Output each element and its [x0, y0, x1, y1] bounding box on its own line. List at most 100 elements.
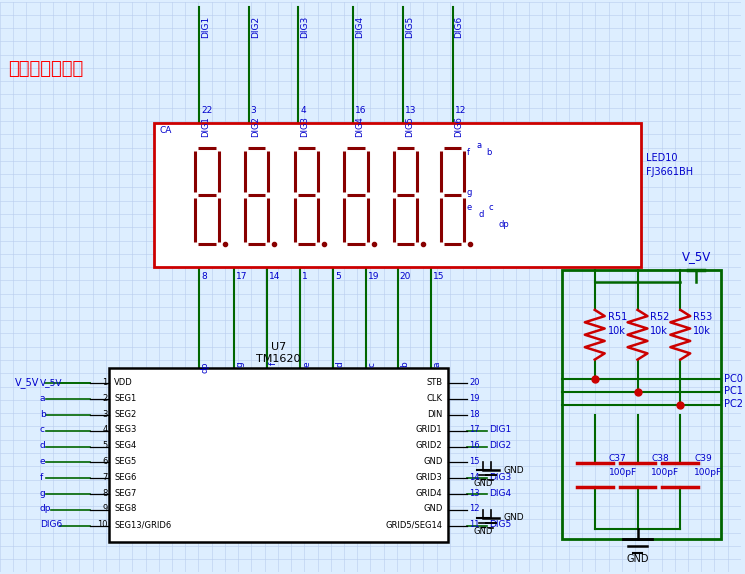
Text: SEG8: SEG8	[115, 505, 137, 514]
Text: GND: GND	[423, 457, 443, 466]
Text: dp: dp	[39, 505, 51, 514]
Text: DIG6: DIG6	[454, 116, 463, 137]
Text: 19: 19	[368, 272, 379, 281]
Text: U7: U7	[271, 342, 286, 352]
Text: DIG3: DIG3	[300, 116, 309, 137]
Text: V_5V: V_5V	[39, 378, 63, 387]
Text: DIG2: DIG2	[489, 441, 512, 450]
Text: dp: dp	[201, 362, 210, 373]
Text: GND: GND	[504, 466, 524, 475]
Text: dp: dp	[498, 220, 509, 230]
Text: DIG3: DIG3	[489, 473, 512, 482]
Text: 18: 18	[469, 409, 480, 418]
Text: 5: 5	[335, 272, 341, 281]
Text: 1: 1	[302, 272, 308, 281]
Text: 8: 8	[102, 488, 107, 498]
Text: 100pF: 100pF	[694, 468, 723, 477]
Text: SEG3: SEG3	[115, 425, 137, 435]
Text: b: b	[486, 148, 492, 157]
Text: DIG3: DIG3	[300, 15, 309, 38]
Text: DIG2: DIG2	[250, 15, 259, 38]
Text: d: d	[478, 211, 484, 219]
Text: 20: 20	[400, 272, 411, 281]
Bar	[154, 123, 641, 267]
Text: g: g	[235, 362, 244, 367]
Text: DIG6: DIG6	[39, 520, 62, 529]
Text: 3: 3	[102, 409, 107, 418]
Text: g: g	[466, 188, 472, 196]
Text: 六位数码管驱动: 六位数码管驱动	[8, 60, 83, 78]
Text: DIG5: DIG5	[405, 116, 413, 137]
Text: SEG6: SEG6	[115, 473, 137, 482]
Text: PC0: PC0	[724, 374, 743, 383]
Text: GND: GND	[423, 505, 443, 514]
Text: a: a	[39, 394, 45, 403]
Text: DIN: DIN	[427, 409, 443, 418]
Text: f: f	[39, 473, 43, 482]
Text: e: e	[466, 203, 472, 212]
Text: 10k: 10k	[650, 325, 668, 336]
Text: SEG7: SEG7	[115, 488, 137, 498]
Text: GND: GND	[627, 554, 649, 564]
Text: DIG5: DIG5	[489, 520, 512, 529]
Text: C38: C38	[651, 454, 669, 463]
Text: GRID3: GRID3	[416, 473, 443, 482]
Text: V_5V: V_5V	[15, 377, 39, 388]
Text: 100pF: 100pF	[609, 468, 637, 477]
Text: 15: 15	[469, 457, 480, 466]
Text: 17: 17	[235, 272, 247, 281]
Text: 1: 1	[102, 378, 107, 387]
Text: 8: 8	[201, 272, 206, 281]
Text: DIG1: DIG1	[489, 425, 512, 435]
Text: 22: 22	[201, 106, 212, 115]
Text: PC2: PC2	[724, 400, 743, 409]
Text: C39: C39	[694, 454, 712, 463]
Text: V_5V: V_5V	[682, 250, 711, 263]
Text: DIG6: DIG6	[454, 15, 463, 38]
Text: GRID4: GRID4	[416, 488, 443, 498]
Text: 3: 3	[250, 106, 256, 115]
Text: TM1620: TM1620	[256, 354, 301, 363]
Text: d: d	[335, 362, 344, 367]
Text: 14: 14	[469, 473, 480, 482]
Text: 100pF: 100pF	[651, 468, 679, 477]
Text: GRID2: GRID2	[416, 441, 443, 450]
Text: DIG5: DIG5	[405, 15, 413, 38]
Text: 4: 4	[300, 106, 306, 115]
Text: f: f	[466, 148, 469, 157]
Text: 10k: 10k	[693, 325, 711, 336]
Text: GRID1: GRID1	[416, 425, 443, 435]
Text: a: a	[476, 141, 481, 150]
Text: DIG4: DIG4	[355, 116, 364, 137]
Text: 10: 10	[97, 520, 107, 529]
Text: 6: 6	[102, 457, 107, 466]
Text: b: b	[400, 362, 409, 367]
Text: 15: 15	[433, 272, 444, 281]
Text: e: e	[39, 457, 45, 466]
Text: 14: 14	[268, 272, 280, 281]
Text: 10k: 10k	[608, 325, 626, 336]
Text: CLK: CLK	[427, 394, 443, 403]
Text: f: f	[268, 362, 278, 365]
Text: DIG4: DIG4	[355, 15, 364, 38]
Text: DIG2: DIG2	[250, 116, 259, 137]
Text: R51: R51	[608, 312, 627, 322]
Text: 13: 13	[405, 106, 416, 115]
Text: 11: 11	[469, 520, 480, 529]
Bar	[110, 367, 448, 542]
Text: 12: 12	[469, 505, 480, 514]
Text: 9: 9	[102, 505, 107, 514]
Text: 16: 16	[355, 106, 367, 115]
Text: a: a	[433, 362, 442, 367]
Bar	[562, 270, 721, 538]
Text: GRID5/SEG14: GRID5/SEG14	[386, 520, 443, 529]
Text: VDD: VDD	[115, 378, 133, 387]
Text: CA: CA	[159, 126, 171, 135]
Text: DIG1: DIG1	[201, 15, 210, 38]
Text: R52: R52	[650, 312, 670, 322]
Text: LED10: LED10	[647, 153, 678, 162]
Text: SEG2: SEG2	[115, 409, 136, 418]
Text: e: e	[302, 362, 311, 367]
Text: SEG5: SEG5	[115, 457, 136, 466]
Text: c: c	[39, 425, 45, 435]
